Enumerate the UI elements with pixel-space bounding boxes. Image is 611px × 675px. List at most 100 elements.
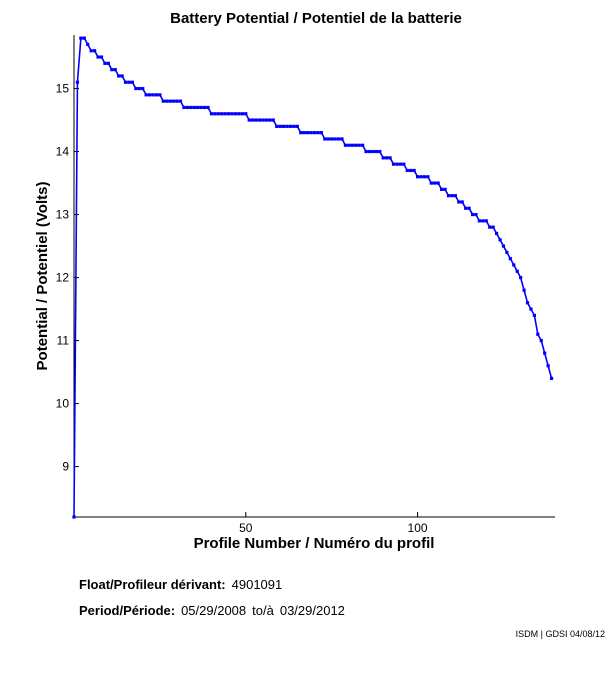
data-point	[299, 131, 303, 135]
data-point	[141, 86, 145, 91]
float-label: Float/Profileur dérivant:	[79, 577, 226, 592]
data-point	[371, 149, 375, 154]
data-point	[357, 143, 361, 147]
data-point	[147, 93, 152, 97]
data-point	[172, 99, 176, 103]
y-tick-label: 11	[57, 334, 70, 348]
data-point	[529, 307, 533, 311]
data-point	[440, 187, 444, 191]
data-point	[519, 275, 523, 280]
data-point	[281, 124, 286, 128]
data-point	[202, 105, 207, 110]
data-point	[309, 131, 313, 135]
data-point	[391, 162, 396, 166]
y-axis-label: Potential / Potentiel (Volts)	[34, 182, 51, 371]
series-marks	[72, 36, 554, 519]
data-point	[385, 156, 389, 160]
data-point	[364, 149, 368, 154]
data-point	[275, 124, 279, 128]
data-point	[292, 124, 296, 128]
data-point	[168, 99, 172, 103]
data-point	[347, 143, 351, 147]
data-point	[82, 36, 86, 40]
data-point	[515, 269, 519, 273]
data-point	[361, 143, 365, 147]
data-point	[158, 93, 162, 97]
period-label: Period/Période:	[79, 603, 176, 618]
data-point	[453, 194, 457, 198]
data-point	[433, 181, 437, 185]
data-point	[378, 149, 382, 154]
data-point	[508, 257, 512, 261]
x-axis-label: Profile Number / Numéro du profil	[194, 535, 435, 552]
data-point	[398, 162, 402, 166]
data-point	[536, 332, 540, 336]
data-point	[93, 49, 97, 53]
data-point	[419, 175, 423, 179]
data-point	[117, 74, 121, 78]
data-point	[498, 238, 502, 242]
data-point	[436, 181, 440, 185]
data-point	[488, 225, 492, 229]
data-point	[134, 86, 138, 91]
data-point	[532, 313, 536, 317]
data-point	[223, 112, 227, 116]
credit-text: ISDM | GDSI 04/08/12	[515, 629, 605, 639]
data-point	[106, 61, 110, 65]
data-point	[268, 118, 272, 122]
data-point	[460, 200, 464, 204]
data-point	[343, 143, 348, 147]
data-point	[330, 137, 334, 141]
data-point	[350, 143, 354, 147]
data-point	[206, 105, 210, 110]
data-point	[127, 80, 131, 84]
data-point	[326, 137, 330, 141]
data-point	[412, 168, 416, 173]
data-point	[312, 131, 317, 135]
data-point	[227, 112, 231, 116]
float-value: 4901091	[231, 577, 283, 592]
data-point	[72, 515, 76, 519]
y-tick-label: 12	[56, 271, 70, 285]
data-point	[213, 112, 217, 116]
data-point	[443, 187, 447, 191]
period-separator: to/à	[252, 603, 274, 618]
data-point	[512, 263, 516, 267]
x-tick-label: 100	[408, 521, 428, 535]
data-point	[99, 55, 104, 59]
data-point	[501, 244, 506, 248]
data-point	[230, 112, 234, 116]
data-point	[247, 118, 251, 122]
y-tick-label: 10	[56, 397, 70, 411]
data-point	[278, 124, 282, 128]
data-point	[110, 68, 114, 72]
data-point	[233, 112, 238, 116]
battery-chart: Battery Potential / Potentiel de la batt…	[34, 10, 555, 552]
data-point	[422, 175, 427, 179]
data-point	[295, 124, 299, 128]
data-point	[175, 99, 179, 103]
data-point	[409, 168, 413, 173]
data-point	[216, 112, 220, 116]
y-tick-label: 14	[56, 145, 70, 159]
data-point	[182, 105, 186, 110]
data-point	[103, 61, 107, 65]
data-point	[240, 112, 244, 116]
data-point	[474, 212, 478, 217]
y-tick-label: 13	[56, 208, 70, 222]
period-start: 05/29/2008	[181, 603, 247, 618]
data-point	[237, 112, 241, 116]
period-end: 03/29/2012	[279, 603, 345, 618]
data-point	[457, 200, 461, 204]
data-point	[316, 131, 320, 135]
data-point	[494, 231, 499, 236]
data-point	[525, 301, 530, 305]
data-point	[367, 149, 372, 154]
axes: 50 100 9 10 11 12 13 14 15	[56, 35, 555, 535]
data-point	[426, 175, 430, 179]
data-point	[429, 181, 433, 185]
data-point	[539, 338, 543, 343]
data-point	[405, 168, 409, 173]
data-point	[220, 112, 224, 116]
data-point	[79, 36, 83, 40]
